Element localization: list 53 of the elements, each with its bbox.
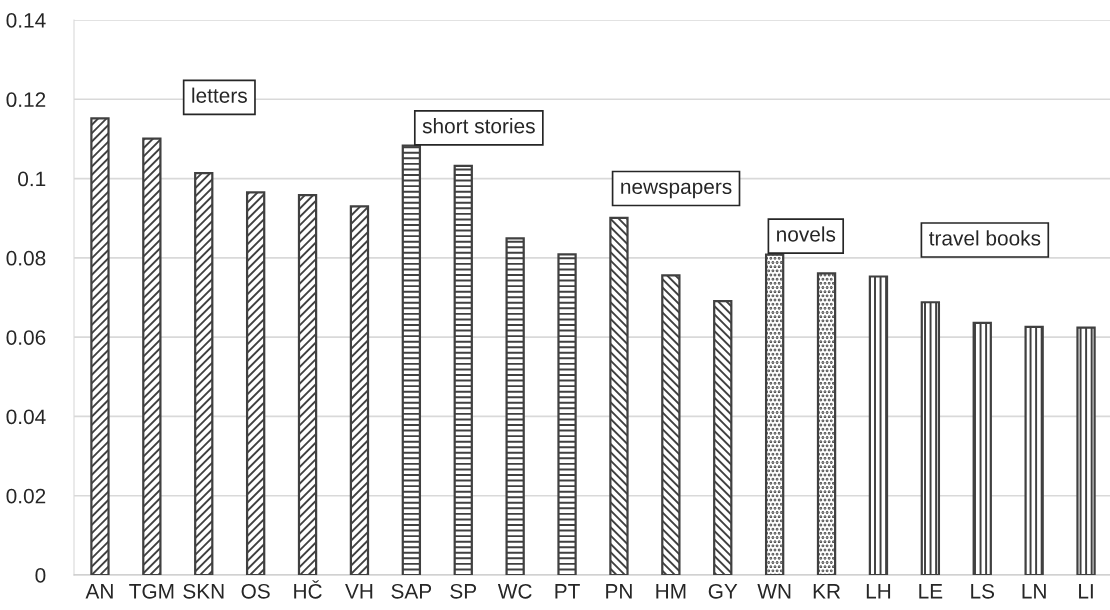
bar <box>194 171 214 575</box>
x-tick-label: PT <box>555 584 580 599</box>
bar <box>297 194 318 575</box>
y-tick-label: 0.08 <box>6 250 46 266</box>
annotation: short stories <box>422 118 535 134</box>
x-tick-label: SAP <box>391 583 432 599</box>
x-tick-label: AN <box>85 584 113 599</box>
bar <box>245 191 266 575</box>
x-tick-label: LI <box>1079 584 1093 599</box>
bar <box>505 237 525 575</box>
x-tick-label: PN <box>606 584 632 599</box>
bar <box>142 137 162 575</box>
bar <box>1024 325 1044 575</box>
bar <box>90 117 110 575</box>
x-tick-label: LH <box>866 584 891 599</box>
x-tick-label: LN <box>1022 584 1046 599</box>
bar <box>764 253 785 575</box>
x-tick-label: OS <box>241 583 270 599</box>
x-tick-label: SP <box>450 583 477 599</box>
bar <box>868 275 889 575</box>
y-tick-label: 0.02 <box>6 488 46 504</box>
bar <box>920 301 941 575</box>
x-tick-label: WN <box>757 584 791 599</box>
bar <box>713 299 733 575</box>
annotation: newspapers <box>621 182 732 199</box>
bar <box>661 274 681 575</box>
x-tick-label: GY <box>708 583 738 599</box>
x-tick-label: LE <box>919 584 943 599</box>
annotation: letters <box>192 87 247 103</box>
y-tick-label: 0.14 <box>6 13 46 28</box>
bar <box>972 321 992 575</box>
x-tick-label: SKN <box>183 583 224 599</box>
bar <box>1076 326 1096 575</box>
y-tick-label: 0.04 <box>6 409 46 425</box>
y-tick-label: 0.06 <box>6 330 46 345</box>
y-tick-label: 0.12 <box>6 92 46 108</box>
bar <box>557 253 577 575</box>
x-tick-label: HČ <box>294 580 322 599</box>
annotation: novels <box>777 226 836 242</box>
bar <box>349 205 370 575</box>
y-tick-label: 0.1 <box>18 171 46 187</box>
x-tick-label: HM <box>656 584 686 599</box>
bar <box>816 272 837 575</box>
bar <box>453 164 473 575</box>
annotation: travel books <box>929 230 1041 246</box>
bar <box>401 144 422 575</box>
bar <box>609 216 629 575</box>
x-tick-label: LS <box>971 583 995 599</box>
y-tick-label: 0 <box>35 568 46 583</box>
x-tick-label: WC <box>497 583 532 599</box>
x-tick-label: VH <box>345 584 373 599</box>
x-tick-label: TGM <box>129 583 174 599</box>
x-tick-label: KR <box>813 584 841 599</box>
